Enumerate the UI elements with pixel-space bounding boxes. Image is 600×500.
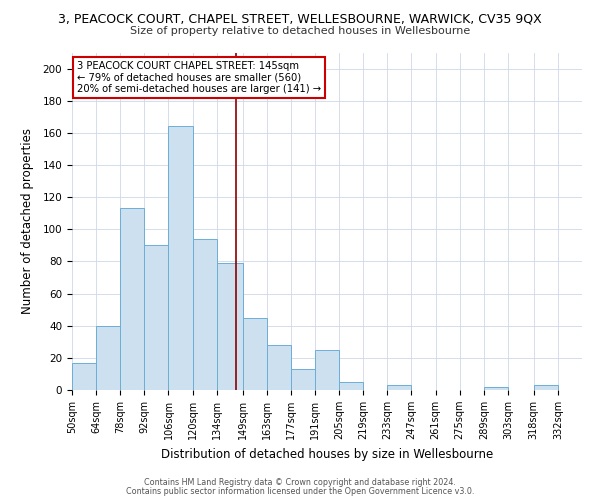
Bar (484, 387, 508, 390)
Bar (315, 350, 339, 390)
Bar (242, 318, 266, 390)
Text: Size of property relative to detached houses in Wellesbourne: Size of property relative to detached ho… (130, 26, 470, 36)
Y-axis label: Number of detached properties: Number of detached properties (21, 128, 34, 314)
X-axis label: Distribution of detached houses by size in Wellesbourne: Distribution of detached houses by size … (161, 448, 493, 460)
Text: Contains public sector information licensed under the Open Government Licence v3: Contains public sector information licen… (126, 486, 474, 496)
Bar (534, 385, 558, 390)
Bar (266, 345, 291, 390)
Bar (339, 382, 363, 390)
Bar (169, 126, 193, 390)
Text: 3, PEACOCK COURT, CHAPEL STREET, WELLESBOURNE, WARWICK, CV35 9QX: 3, PEACOCK COURT, CHAPEL STREET, WELLESB… (58, 12, 542, 26)
Bar (217, 263, 242, 390)
Text: Contains HM Land Registry data © Crown copyright and database right 2024.: Contains HM Land Registry data © Crown c… (144, 478, 456, 487)
Bar (72, 362, 96, 390)
Bar (193, 239, 217, 390)
Bar (96, 326, 120, 390)
Text: 3 PEACOCK COURT CHAPEL STREET: 145sqm
← 79% of detached houses are smaller (560): 3 PEACOCK COURT CHAPEL STREET: 145sqm ← … (77, 61, 321, 94)
Bar (388, 385, 412, 390)
Bar (291, 369, 315, 390)
Bar (145, 246, 169, 390)
Bar (120, 208, 145, 390)
